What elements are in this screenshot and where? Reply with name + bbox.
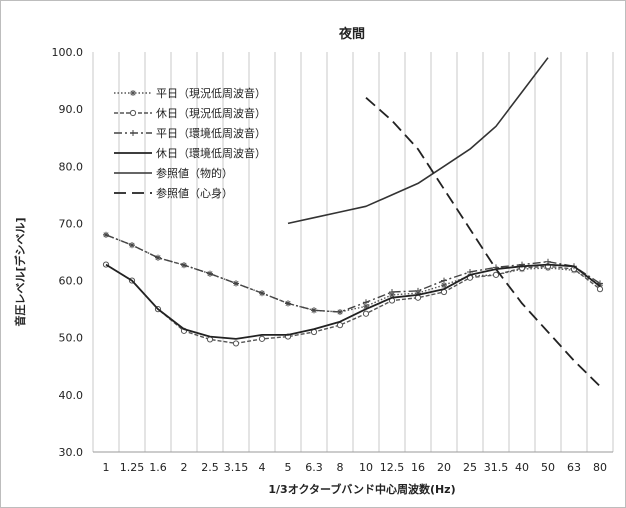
data-point	[362, 310, 370, 317]
y-axis-title: 音圧レベル[デシベル]	[13, 217, 27, 326]
y-tick-label: 80.0	[59, 160, 84, 173]
data-point	[129, 109, 137, 117]
y-tick-label: 70.0	[59, 217, 84, 230]
x-tick-label: 4	[259, 461, 266, 474]
data-point	[181, 262, 187, 269]
series-line	[105, 234, 601, 313]
x-tick-label: 2.5	[201, 461, 219, 474]
x-axis-title: 1/3オクターブバンド中心周波数(Hz)	[268, 482, 455, 496]
x-tick-label: 40	[515, 461, 529, 474]
data-point	[233, 280, 239, 287]
x-tick-label: 25	[463, 461, 477, 474]
data-point	[596, 286, 604, 293]
data-point	[363, 299, 369, 306]
data-point	[258, 335, 266, 342]
x-tick-label: 1.25	[120, 461, 145, 474]
legend-label: 休日（環境低周波音）	[156, 146, 266, 160]
y-tick-label: 40.0	[59, 389, 84, 402]
data-point	[311, 307, 317, 314]
data-point	[285, 300, 291, 307]
x-tick-label: 3.15	[224, 461, 249, 474]
data-point	[155, 254, 161, 261]
series-line	[105, 264, 601, 345]
data-point	[232, 340, 240, 347]
x-tick-label: 5	[285, 461, 292, 474]
data-point	[336, 322, 344, 329]
series-layer	[102, 57, 604, 387]
y-tick-label: 30.0	[59, 446, 84, 459]
x-tick-label: 10	[359, 461, 373, 474]
series-line	[105, 234, 601, 313]
data-point	[337, 309, 343, 315]
x-tick-label: 80	[593, 461, 607, 474]
axis-layer: 30.0 40.0 50.0 60.0 70.0 80.0 90.0 100.0 1 1.25 1.…	[52, 46, 613, 474]
legend-label: 休日（現況低周波音）	[156, 106, 266, 120]
legend-label: 参照値（心身）	[156, 186, 233, 200]
data-point	[129, 242, 135, 249]
x-tick-label: 63	[567, 461, 581, 474]
y-tick-label: 90.0	[59, 103, 84, 116]
data-point	[389, 289, 395, 295]
series-5	[287, 57, 549, 225]
data-point	[130, 130, 136, 136]
legend-item: 平日（環境低周波音）	[114, 126, 266, 140]
y-tick-label: 60.0	[59, 275, 84, 288]
data-point	[259, 290, 265, 297]
x-tick-label: 16	[411, 461, 425, 474]
y-tick-label: 50.0	[59, 332, 84, 345]
series-line	[365, 97, 601, 387]
legend-label: 平日（現況低周波音）	[156, 86, 266, 100]
x-tick-label: 50	[541, 461, 555, 474]
series-line	[105, 263, 601, 340]
series-3	[103, 231, 603, 315]
chart-title: 夜間	[338, 26, 365, 42]
legend-item: 休日（環境低周波音）	[114, 146, 266, 160]
x-tick-label: 1	[103, 461, 110, 474]
legend-item: 休日（現況低周波音）	[114, 106, 266, 120]
x-tick-label: 31.5	[484, 461, 509, 474]
x-tick-label: 6.3	[305, 461, 323, 474]
data-point	[441, 277, 447, 284]
x-tick-label: 20	[437, 461, 451, 474]
series-line	[287, 57, 549, 225]
grid-layer	[92, 52, 614, 452]
x-tick-label: 12.5	[380, 461, 405, 474]
legend-label: 参照値（物的）	[156, 166, 233, 180]
series-4	[105, 263, 601, 340]
x-tick-label: 8	[337, 461, 344, 474]
data-point	[415, 287, 421, 294]
y-tick-label: 100.0	[52, 46, 84, 59]
data-point	[492, 271, 500, 278]
data-point	[103, 231, 109, 238]
legend-item: 参照値（物的）	[114, 166, 233, 180]
legend-item: 参照値（心身）	[114, 186, 233, 200]
data-point	[207, 270, 213, 277]
legend: 平日（現況低周波音） 休日（現況低周波音） 平日（環境低周波音） 休日（環境低周波音）…	[114, 86, 266, 200]
data-point	[130, 90, 136, 96]
x-tick-label: 1.6	[149, 461, 167, 474]
x-tick-label: 2	[181, 461, 188, 474]
legend-label: 平日（環境低周波音）	[156, 126, 266, 140]
legend-item: 平日（現況低周波音）	[114, 86, 266, 100]
series-6	[365, 97, 601, 387]
